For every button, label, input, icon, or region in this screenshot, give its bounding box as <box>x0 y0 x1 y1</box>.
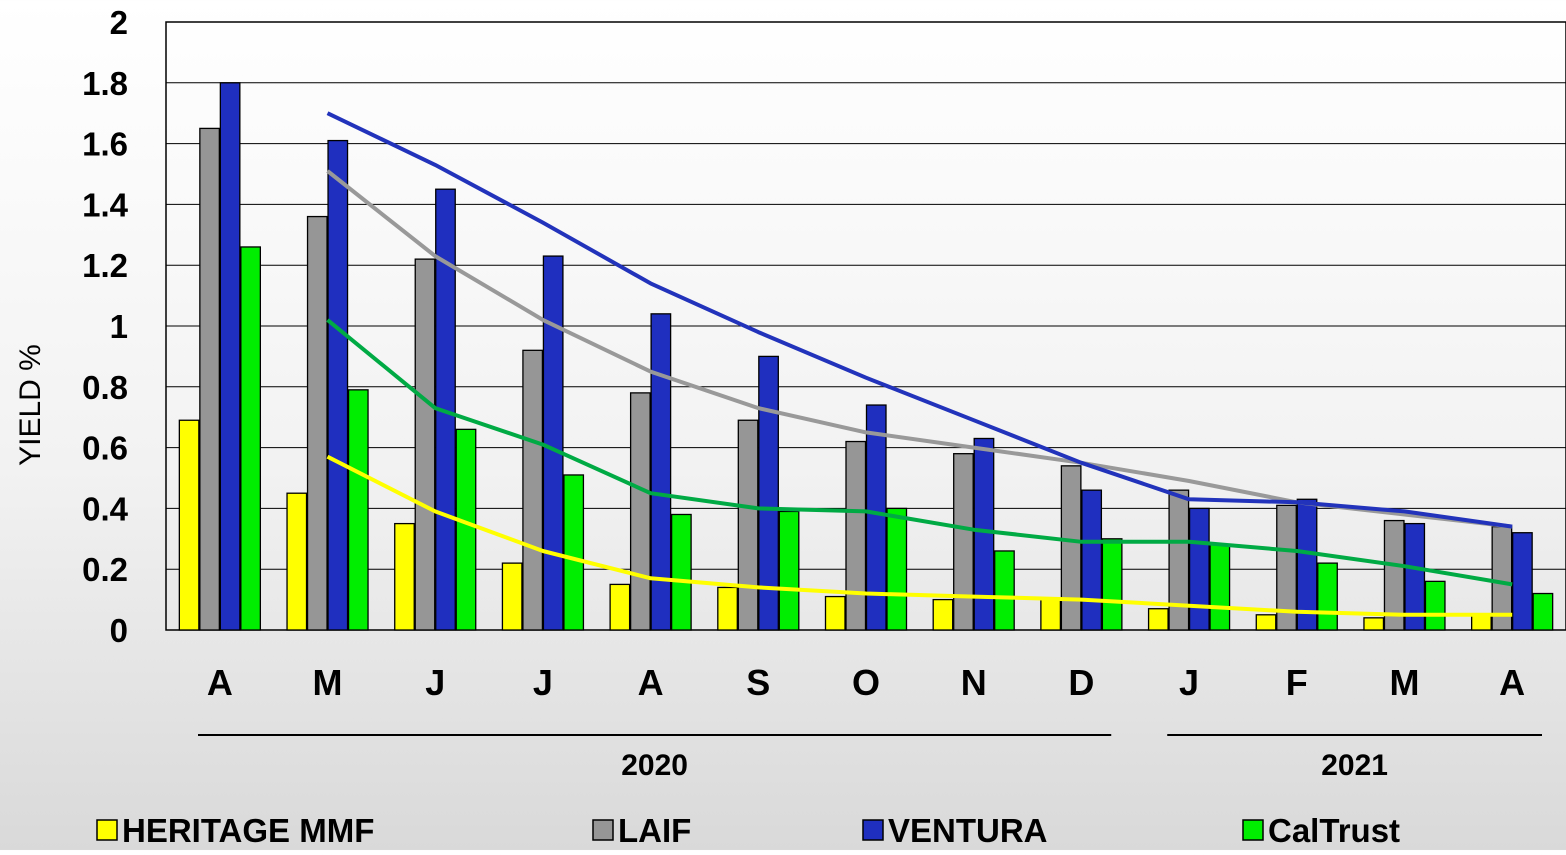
bar-heritage-mmf <box>286 492 308 631</box>
bar-caltrust <box>347 389 369 631</box>
legend-label: VENTURA <box>888 812 1048 849</box>
bar-heritage-mmf <box>1147 608 1169 631</box>
bar-ventura <box>1296 498 1318 631</box>
bar-caltrust <box>1532 592 1554 631</box>
trend-line-caltrust <box>326 318 1513 587</box>
y-tick-label: 1.2 <box>82 247 128 284</box>
bar-caltrust <box>1424 580 1446 631</box>
x-tick-label: N <box>961 662 987 703</box>
bar-laif <box>1276 504 1297 631</box>
bar-heritage-mmf <box>932 598 954 631</box>
legend-swatch <box>592 819 614 841</box>
bar-ventura <box>1512 532 1533 631</box>
y-tick-labels: 0 0.2 0.4 0.6 0.8 1 1.2 1.4 1.6 1.8 2 <box>82 4 129 649</box>
bar-caltrust <box>1209 544 1231 631</box>
x-tick-label: F <box>1286 662 1308 703</box>
bar-ventura <box>542 255 564 631</box>
x-tick-label: J <box>533 662 553 703</box>
bar-ventura <box>219 82 241 631</box>
x-tick-label: A <box>1499 662 1525 703</box>
bar-heritage-mmf <box>1255 614 1277 631</box>
year-label: 2021 <box>1321 749 1388 782</box>
y-tick-label: 0.4 <box>82 490 129 527</box>
trend-line-laif <box>326 169 1513 529</box>
bar-heritage-mmf <box>1471 614 1492 631</box>
legend-label: CalTrust <box>1268 812 1400 849</box>
bar-ventura <box>1404 522 1426 631</box>
legend-swatch <box>1242 819 1264 841</box>
y-tick-label: 1.6 <box>82 126 128 163</box>
bar-ventura <box>758 355 779 631</box>
legend: HERITAGE MMF LAIF VENTURA CalTrust <box>96 812 1400 849</box>
bar-heritage-mmf <box>1363 617 1385 631</box>
legend-swatch <box>96 819 118 841</box>
bar-heritage-mmf <box>824 595 846 631</box>
y-tick-label: 0.8 <box>82 369 128 406</box>
x-tick-label: M <box>313 662 343 703</box>
y-tick-label: 0.6 <box>82 430 128 467</box>
x-tick-label: A <box>638 662 664 703</box>
bar-heritage-mmf <box>609 583 631 631</box>
bar-laif <box>845 440 867 631</box>
y-tick-label: 1.4 <box>82 186 129 223</box>
bar-caltrust <box>778 510 800 631</box>
bar-heritage-mmf <box>394 522 415 631</box>
x-tick-label: M <box>1389 662 1419 703</box>
legend-label: HERITAGE MMF <box>122 812 374 849</box>
x-tick-label: J <box>1179 662 1199 703</box>
bar-caltrust <box>1101 538 1123 631</box>
bar-caltrust <box>563 474 585 631</box>
x-tick-label: O <box>852 662 880 703</box>
bar-laif <box>737 419 759 631</box>
y-tick-label: 1 <box>110 308 128 345</box>
bar-caltrust <box>240 246 261 631</box>
year-groups: 2020 2021 <box>198 734 1542 782</box>
bar-laif <box>1383 519 1405 631</box>
year-label: 2020 <box>621 749 688 782</box>
bar-ventura <box>1081 489 1103 631</box>
bar-caltrust <box>670 513 692 631</box>
bar-laif <box>522 349 544 631</box>
y-tick-label: 0.2 <box>82 551 128 588</box>
bar-laif <box>306 215 328 631</box>
bar-heritage-mmf <box>1040 598 1062 631</box>
bar-ventura <box>865 404 887 631</box>
bar-caltrust <box>886 507 908 631</box>
bar-laif <box>629 392 651 631</box>
x-tick-label: S <box>746 662 770 703</box>
bar-laif <box>953 453 974 631</box>
y-tick-label: 1.8 <box>82 65 128 102</box>
bar-ventura <box>650 313 672 631</box>
bar-laif <box>1060 465 1082 631</box>
bar-ventura <box>1188 507 1210 631</box>
bar-laif <box>199 127 220 631</box>
bar-caltrust <box>455 428 477 631</box>
trend-line-ventura <box>326 111 1513 529</box>
bar-heritage-mmf <box>178 419 200 631</box>
bar-caltrust <box>994 550 1015 631</box>
bar-heritage-mmf <box>717 586 738 631</box>
x-tick-label: J <box>425 662 445 703</box>
y-tick-label: 2 <box>110 4 128 41</box>
x-tick-label: D <box>1068 662 1094 703</box>
bar-ventura <box>973 437 995 631</box>
bar-laif <box>1168 489 1190 631</box>
bar-ventura <box>327 139 349 631</box>
legend-label: LAIF <box>618 812 691 849</box>
y-tick-label: 0 <box>110 612 128 649</box>
y-axis-label: YIELD % <box>14 344 47 466</box>
bar-heritage-mmf <box>501 562 523 631</box>
bars <box>178 82 1554 631</box>
trend-lines <box>326 111 1513 617</box>
legend-swatch <box>862 819 884 841</box>
bar-caltrust <box>1317 562 1338 631</box>
x-tick-label: A <box>207 662 233 703</box>
trend-line-heritage-mmf <box>326 454 1513 617</box>
bar-laif <box>414 258 436 631</box>
